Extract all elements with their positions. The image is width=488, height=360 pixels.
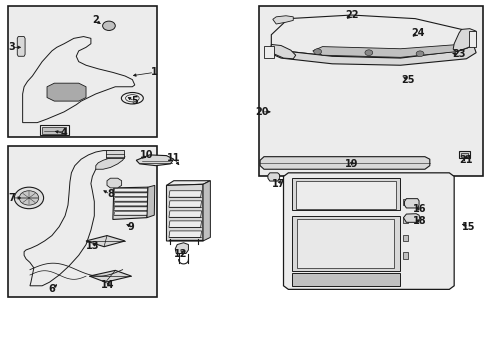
Bar [292, 178, 399, 211]
Bar [460, 153, 467, 157]
Text: 2: 2 [92, 15, 99, 26]
Polygon shape [114, 202, 148, 206]
Polygon shape [271, 44, 295, 59]
Polygon shape [136, 155, 173, 166]
Text: 21: 21 [459, 155, 472, 165]
Polygon shape [312, 44, 468, 57]
Text: 22: 22 [345, 10, 358, 20]
Polygon shape [166, 181, 210, 185]
Polygon shape [403, 214, 419, 222]
Polygon shape [452, 29, 475, 51]
Polygon shape [168, 201, 201, 207]
Text: 10: 10 [140, 150, 153, 160]
Bar [259, 6, 483, 176]
Text: 5: 5 [131, 96, 138, 106]
Polygon shape [47, 83, 86, 101]
Circle shape [102, 21, 115, 31]
Polygon shape [404, 199, 418, 208]
Bar [264, 45, 273, 58]
Text: 23: 23 [451, 49, 465, 59]
Text: 4: 4 [61, 129, 67, 138]
Bar [402, 217, 407, 223]
Polygon shape [168, 221, 201, 227]
Polygon shape [147, 185, 155, 218]
Polygon shape [22, 37, 135, 123]
Text: 14: 14 [101, 280, 115, 290]
Polygon shape [260, 157, 429, 169]
Polygon shape [175, 243, 188, 253]
Text: 3: 3 [8, 42, 15, 52]
Text: 13: 13 [85, 241, 99, 251]
Polygon shape [267, 173, 279, 181]
Text: 17: 17 [271, 179, 285, 189]
Bar [8, 146, 157, 297]
Polygon shape [86, 235, 125, 247]
Polygon shape [283, 173, 453, 289]
Text: 7: 7 [8, 193, 15, 203]
Text: 19: 19 [345, 159, 358, 169]
Circle shape [19, 191, 39, 205]
Text: 24: 24 [410, 28, 424, 38]
Polygon shape [96, 154, 125, 169]
Bar [292, 273, 399, 286]
Text: 16: 16 [412, 204, 426, 214]
Bar [40, 125, 69, 135]
Polygon shape [168, 191, 201, 197]
Text: 25: 25 [400, 75, 414, 85]
Circle shape [364, 50, 372, 55]
Polygon shape [271, 15, 475, 58]
Polygon shape [107, 178, 122, 188]
Bar [402, 252, 407, 259]
Polygon shape [114, 198, 148, 201]
Text: 8: 8 [107, 189, 114, 199]
Circle shape [14, 187, 43, 209]
Bar [297, 220, 393, 268]
Bar [42, 127, 65, 134]
Polygon shape [113, 187, 148, 220]
Circle shape [415, 51, 423, 57]
Polygon shape [203, 181, 210, 241]
Polygon shape [268, 45, 475, 65]
Bar [8, 6, 157, 137]
Bar [292, 216, 399, 271]
Polygon shape [24, 150, 118, 286]
Polygon shape [114, 207, 148, 211]
Text: 9: 9 [128, 222, 135, 231]
Polygon shape [114, 193, 148, 197]
Bar [458, 151, 469, 158]
Polygon shape [272, 16, 293, 24]
Bar [295, 181, 395, 209]
Bar [468, 31, 475, 47]
Bar [402, 234, 407, 241]
Polygon shape [114, 188, 148, 192]
Circle shape [313, 49, 321, 54]
Bar [105, 149, 124, 158]
Text: 15: 15 [461, 222, 474, 231]
Text: 18: 18 [412, 216, 426, 226]
Polygon shape [89, 270, 131, 282]
Text: 6: 6 [48, 284, 55, 294]
Bar [402, 199, 407, 205]
Text: 1: 1 [151, 67, 157, 77]
Text: 12: 12 [174, 248, 187, 258]
Polygon shape [17, 37, 25, 56]
Polygon shape [166, 184, 203, 241]
Polygon shape [168, 231, 201, 237]
Text: 11: 11 [167, 153, 180, 163]
Polygon shape [114, 212, 148, 215]
Polygon shape [168, 211, 201, 217]
Text: 20: 20 [254, 107, 268, 117]
